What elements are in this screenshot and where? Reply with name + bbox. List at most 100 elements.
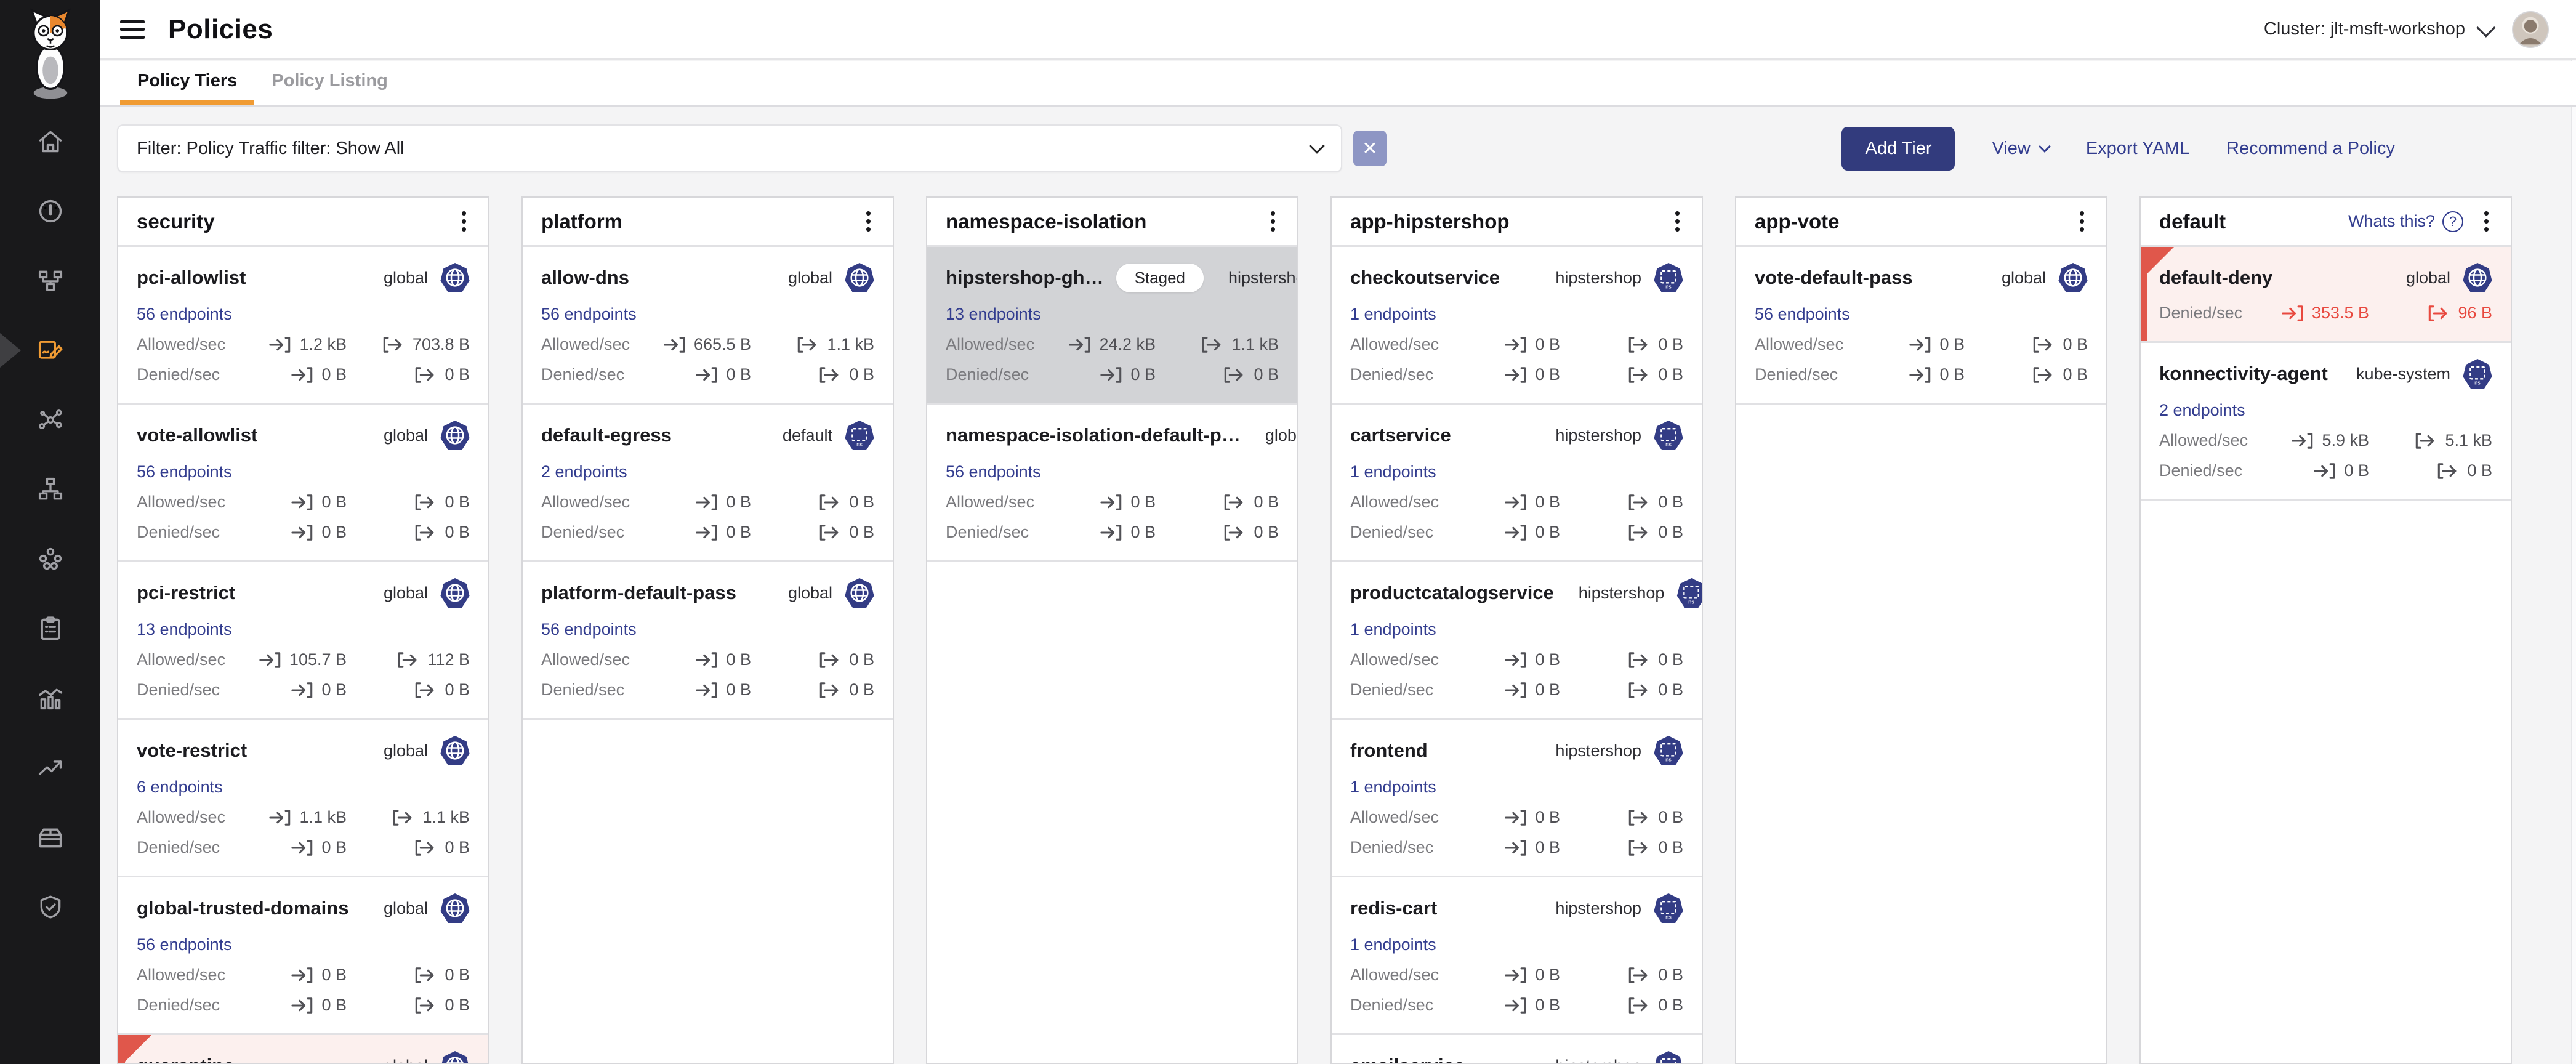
policy-card-allow-dns[interactable]: allow-dnsglobal56 endpointsAllowed/sec66… xyxy=(523,247,893,405)
policy-scope-label: hipstershop xyxy=(1579,584,1665,603)
user-avatar[interactable] xyxy=(2512,11,2549,48)
sidebar-item-network-flows[interactable] xyxy=(37,267,64,294)
policy-card-default-egress[interactable]: default-egressdefaultns2 endpointsAllowe… xyxy=(523,405,893,562)
view-menu-button[interactable]: View xyxy=(1992,139,2048,159)
cluster-selector[interactable]: Cluster: jlt-msft-workshop xyxy=(2264,19,2491,39)
policy-card-quarantine[interactable]: quarantineglobal0 endpoints xyxy=(118,1035,488,1064)
policy-card-vote-restrict[interactable]: vote-restrictglobal6 endpointsAllowed/se… xyxy=(118,720,488,877)
ingress-traffic-icon xyxy=(291,682,314,699)
sidebar-item-timeline[interactable] xyxy=(37,685,64,712)
sidebar-item-trends[interactable] xyxy=(37,754,64,781)
egress-traffic-icon xyxy=(414,967,437,984)
ingress-value: 0 B xyxy=(1535,493,1560,512)
policy-card-checkoutservice[interactable]: checkoutservicehipstershopns1 endpointsA… xyxy=(1332,247,1702,405)
sidebar-item-home[interactable] xyxy=(37,128,64,155)
endpoints-link[interactable]: 56 endpoints xyxy=(1755,305,1850,324)
policy-name: allow-dns xyxy=(541,267,629,289)
endpoints-link[interactable]: 56 endpoints xyxy=(137,305,232,324)
endpoints-link[interactable]: 56 endpoints xyxy=(541,305,637,324)
sidebar-item-dashboard[interactable] xyxy=(37,198,64,225)
egress-traffic-icon xyxy=(1627,651,1651,669)
svg-text:ns: ns xyxy=(1665,284,1672,290)
tier-menu-icon[interactable] xyxy=(458,208,470,235)
policy-filter-select[interactable]: Filter: Policy Traffic filter: Show All xyxy=(117,124,1342,172)
policy-card-pci-restrict[interactable]: pci-restrictglobal13 endpointsAllowed/se… xyxy=(118,562,488,720)
sidebar-item-inventory[interactable] xyxy=(37,824,64,851)
endpoints-link[interactable]: 13 endpoints xyxy=(137,620,232,639)
endpoints-link[interactable]: 6 endpoints xyxy=(137,778,223,797)
chevron-down-icon xyxy=(2476,18,2495,37)
ingress-value: 0 B xyxy=(321,523,347,542)
stat-label: Allowed/sec xyxy=(137,335,225,354)
policy-card-vote-allowlist[interactable]: vote-allowlistglobal56 endpointsAllowed/… xyxy=(118,405,488,562)
endpoints-link[interactable]: 1 endpoints xyxy=(1350,462,1436,482)
ingress-value: 0 B xyxy=(321,493,347,512)
ingress-value: 0 B xyxy=(1535,808,1560,827)
sidebar-item-compliance[interactable] xyxy=(37,615,64,642)
sidebar-item-policies[interactable] xyxy=(37,337,64,364)
recommend-policy-button[interactable]: Recommend a Policy xyxy=(2226,139,2395,159)
policy-card-productcatalogservice[interactable]: productcatalogservicehipstershopns1 endp… xyxy=(1332,562,1702,720)
ingress-traffic-icon xyxy=(695,524,718,541)
endpoints-link[interactable]: 2 endpoints xyxy=(2159,401,2245,420)
ingress-traffic-icon xyxy=(291,967,314,984)
tier-menu-icon[interactable] xyxy=(1267,208,1279,235)
ingress-traffic-icon xyxy=(291,839,314,856)
egress-value: 5.1 kB xyxy=(2445,431,2492,450)
endpoints-link[interactable]: 1 endpoints xyxy=(1350,305,1436,324)
tier-header: security xyxy=(118,198,488,247)
egress-value: 0 B xyxy=(849,365,874,384)
stat-row: Denied/sec0 B0 B xyxy=(1350,523,1683,542)
sidebar-item-service-graph[interactable] xyxy=(37,406,64,433)
tab-policy-tiers[interactable]: Policy Tiers xyxy=(120,61,254,105)
sidebar-item-threat-defense[interactable] xyxy=(37,893,64,921)
stat-row: Allowed/sec24.2 kB1.1 kB xyxy=(946,335,1279,354)
tier-menu-icon[interactable] xyxy=(1672,208,1683,235)
export-yaml-button[interactable]: Export YAML xyxy=(2086,139,2189,159)
policy-card-vote-default-pass[interactable]: vote-default-passglobal56 endpointsAllow… xyxy=(1736,247,2106,405)
add-tier-button[interactable]: Add Tier xyxy=(1841,127,1955,171)
tier-menu-icon[interactable] xyxy=(2481,208,2492,235)
stat-row: Allowed/sec105.7 B112 B xyxy=(137,650,470,669)
egress-value: 0 B xyxy=(2467,461,2492,480)
globe-icon xyxy=(845,263,874,292)
tier-menu-icon[interactable] xyxy=(2076,208,2088,235)
page-scrollbar[interactable] xyxy=(2571,0,2576,1064)
policy-scope-label: global xyxy=(2002,268,2046,288)
sidebar-item-endpoints[interactable] xyxy=(37,546,64,573)
endpoints-link[interactable]: 56 endpoints xyxy=(137,462,232,482)
policy-card-default-deny[interactable]: default-denyglobalDenied/sec353.5 B96 B xyxy=(2141,247,2511,343)
tier-menu-icon[interactable] xyxy=(863,208,874,235)
policy-card-konnectivity-agent[interactable]: konnectivity-agentkube-systemns2 endpoin… xyxy=(2141,343,2511,501)
endpoints-link[interactable]: 1 endpoints xyxy=(1350,778,1436,797)
globe-icon xyxy=(2463,263,2492,292)
sidebar-item-tree-view[interactable] xyxy=(37,476,64,503)
policy-card-pci-allowlist[interactable]: pci-allowlistglobal56 endpointsAllowed/s… xyxy=(118,247,488,405)
endpoints-link[interactable]: 56 endpoints xyxy=(946,462,1041,482)
top-header: Policies Cluster: jlt-msft-workshop xyxy=(100,0,2576,60)
endpoints-link[interactable]: 2 endpoints xyxy=(541,462,627,482)
endpoints-link[interactable]: 56 endpoints xyxy=(137,935,232,954)
menu-icon[interactable] xyxy=(120,20,145,39)
tab-policy-listing[interactable]: Policy Listing xyxy=(254,61,405,105)
tier-header: defaultWhats this?? xyxy=(2141,198,2511,247)
policy-name: redis-cart xyxy=(1350,897,1437,919)
endpoints-link[interactable]: 13 endpoints xyxy=(946,305,1041,324)
policy-card-global-trusted-domains[interactable]: global-trusted-domainsglobal56 endpoints… xyxy=(118,877,488,1035)
toolbar: Add Tier View Export YAML Recommend a Po… xyxy=(1841,127,2395,171)
egress-traffic-icon xyxy=(2032,366,2055,384)
endpoints-link[interactable]: 56 endpoints xyxy=(541,620,637,639)
whats-this-link[interactable]: Whats this?? xyxy=(2348,211,2463,232)
policy-card-platform-default-pass[interactable]: platform-default-passglobal56 endpointsA… xyxy=(523,562,893,720)
policy-card-hipstershop-gh[interactable]: hipstershop-gh…Stagedhipstershopns13 end… xyxy=(927,247,1297,405)
clear-filter-button[interactable]: ✕ xyxy=(1353,131,1387,166)
endpoints-link[interactable]: 1 endpoints xyxy=(1350,620,1436,639)
endpoints-link[interactable]: 1 endpoints xyxy=(1350,935,1436,954)
policy-card-redis-cart[interactable]: redis-carthipstershopns1 endpointsAllowe… xyxy=(1332,877,1702,1035)
staged-badge: Staged xyxy=(1116,264,1204,292)
policy-card-cartservice[interactable]: cartservicehipstershopns1 endpointsAllow… xyxy=(1332,405,1702,562)
policy-card-frontend[interactable]: frontendhipstershopns1 endpointsAllowed/… xyxy=(1332,720,1702,877)
policy-card-emailservice[interactable]: emailservicehipstershopns1 endpointsAllo… xyxy=(1332,1035,1702,1064)
egress-traffic-icon xyxy=(818,682,842,699)
policy-card-namespace-isolation-default-p[interactable]: namespace-isolation-default-p…global56 e… xyxy=(927,405,1297,562)
